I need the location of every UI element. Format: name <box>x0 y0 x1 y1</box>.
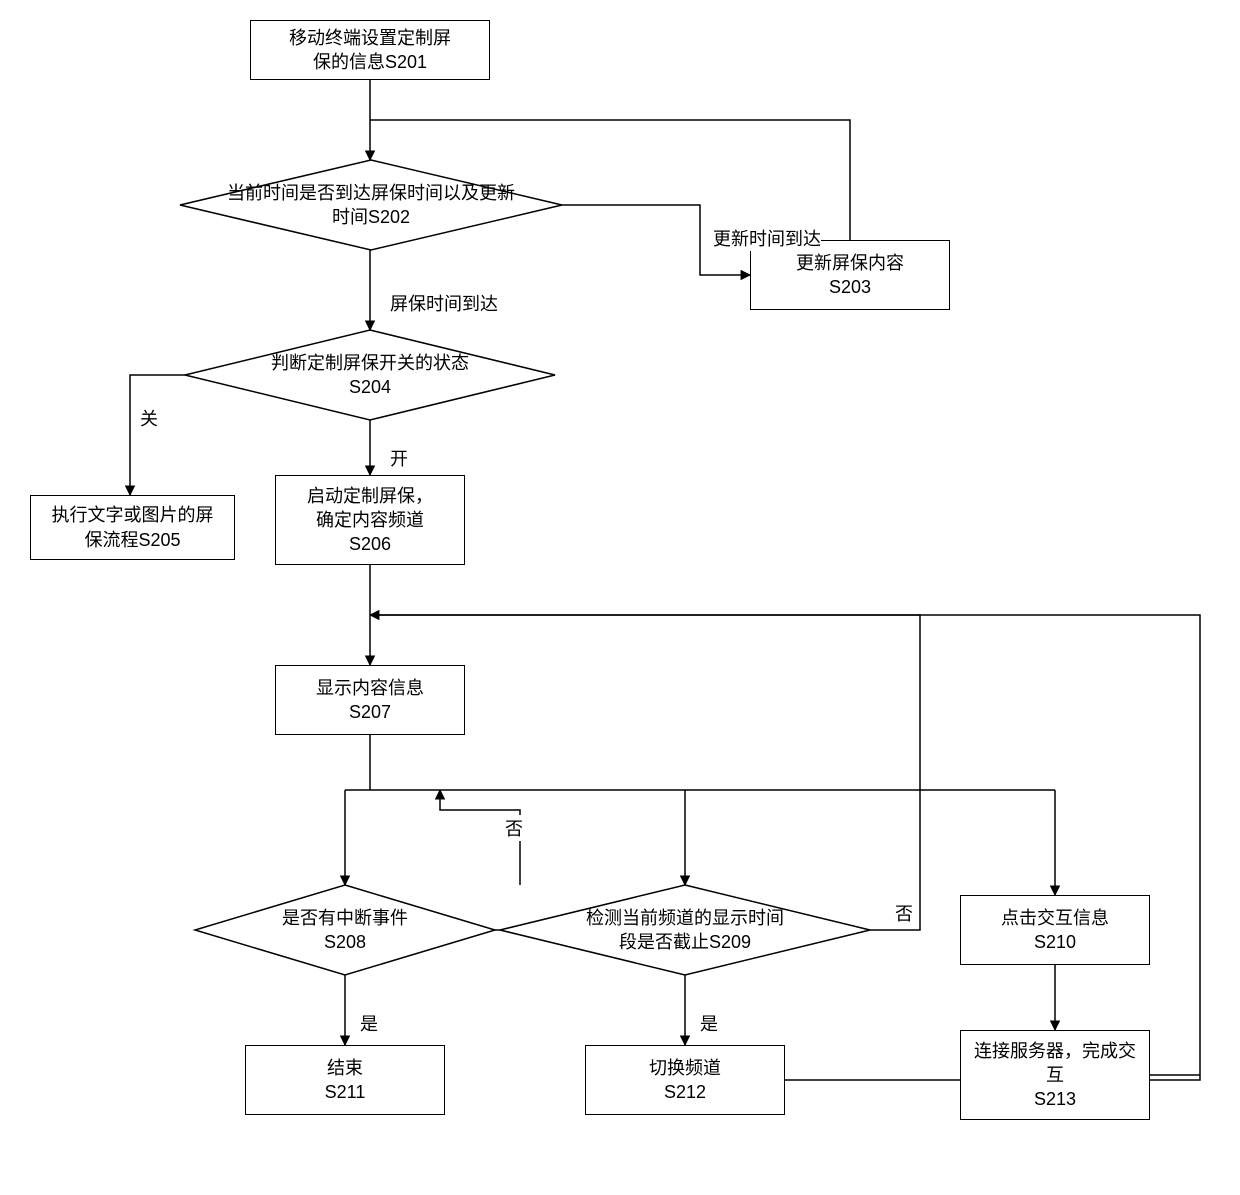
edge-label-e202-204: 屏保时间到达 <box>390 290 498 316</box>
node-s213: 连接服务器，完成交互S213 <box>960 1030 1150 1120</box>
node-label: 检测当前频道的显示时间段是否截止S209 <box>586 906 784 955</box>
node-s204: 判断定制屏保开关的状态S204 <box>185 330 555 420</box>
node-s209: 检测当前频道的显示时间段是否截止S209 <box>500 885 870 975</box>
edge-e204-205 <box>130 375 185 495</box>
edge-e209-no <box>370 615 920 930</box>
node-s205: 执行文字或图片的屏保流程S205 <box>30 495 235 560</box>
edge-label-e208-211: 是 <box>360 1010 378 1036</box>
node-label: 移动终端设置定制屏保的信息S201 <box>289 26 451 75</box>
node-label: 切换频道S212 <box>649 1056 721 1105</box>
node-label: 是否有中断事件S208 <box>282 906 408 955</box>
node-label: 结束S211 <box>325 1056 366 1105</box>
edge-label-e209-no: 否 <box>895 900 913 926</box>
node-s211: 结束S211 <box>245 1045 445 1115</box>
node-s212: 切换频道S212 <box>585 1045 785 1115</box>
edge-label-e204-206: 开 <box>390 445 408 471</box>
node-s210: 点击交互信息S210 <box>960 895 1150 965</box>
node-label: 判断定制屏保开关的状态S204 <box>271 351 469 400</box>
edge-label-e209-212: 是 <box>700 1010 718 1036</box>
edge-label-e204-205: 关 <box>140 405 158 431</box>
node-label: 当前时间是否到达屏保时间以及更新时间S202 <box>227 181 515 230</box>
node-s202: 当前时间是否到达屏保时间以及更新时间S202 <box>180 160 562 250</box>
node-label: 执行文字或图片的屏保流程S205 <box>52 503 214 552</box>
node-s206: 启动定制屏保，确定内容频道S206 <box>275 475 465 565</box>
node-label: 显示内容信息S207 <box>316 676 424 725</box>
node-label: 连接服务器，完成交互S213 <box>974 1039 1136 1112</box>
node-label: 更新屏保内容S203 <box>796 251 904 300</box>
node-s201: 移动终端设置定制屏保的信息S201 <box>250 20 490 80</box>
edge-label-e202-203: 更新时间到达 <box>713 225 821 251</box>
edge-label-e208-no: 否 <box>505 815 523 841</box>
flowchart-canvas: 移动终端设置定制屏保的信息S201 当前时间是否到达屏保时间以及更新时间S202… <box>0 0 1240 1195</box>
node-label: 点击交互信息S210 <box>1001 906 1109 955</box>
edge-e212-loop <box>370 615 1200 1080</box>
node-s207: 显示内容信息S207 <box>275 665 465 735</box>
node-label: 启动定制屏保，确定内容频道S206 <box>307 484 433 557</box>
node-s208: 是否有中断事件S208 <box>195 885 495 975</box>
